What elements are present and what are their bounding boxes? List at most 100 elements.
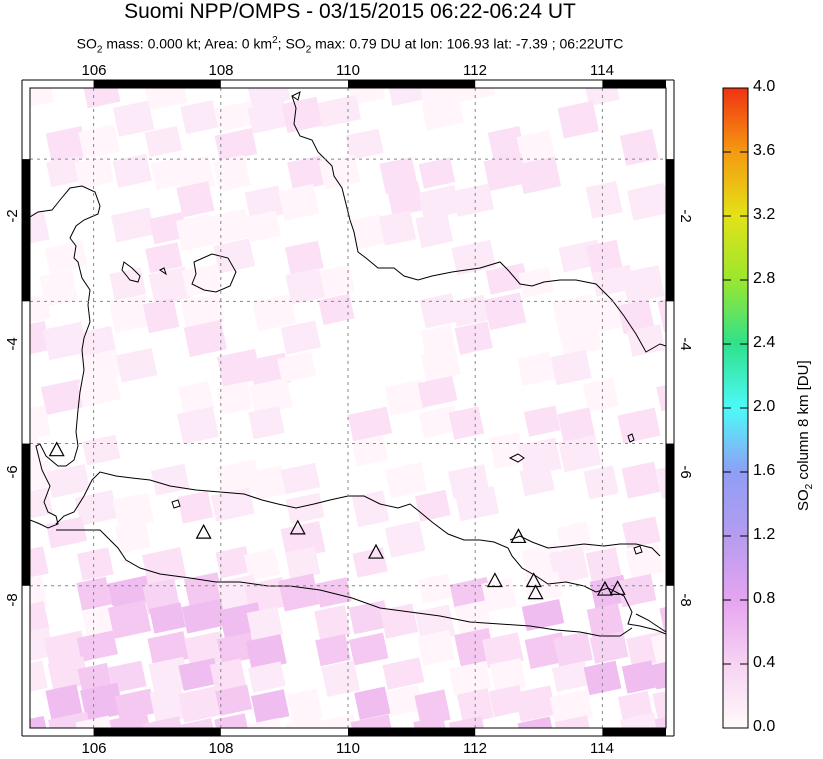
coastline-layer [30, 91, 666, 637]
so2-pixel [451, 294, 489, 328]
so2-pixel [248, 406, 285, 440]
so2-pixel [142, 298, 180, 334]
so2-pixel [180, 293, 225, 330]
so2-pixel [247, 717, 286, 728]
so2-pixel [454, 486, 500, 522]
so2-pixel [250, 689, 290, 724]
so2-pixel [321, 660, 360, 697]
colorbar-tick-label: 0.8 [753, 590, 776, 607]
so2-pixel [449, 577, 492, 609]
so2-pixel [277, 351, 317, 383]
so2-pixel [352, 547, 388, 578]
so2-pixel [176, 406, 219, 445]
colorbar-tick-label: 2.8 [753, 270, 776, 287]
colorbar-tick-label: 3.2 [753, 206, 776, 223]
so2-pixel [616, 573, 657, 608]
so2-pixel [554, 715, 593, 728]
so2-pixel [454, 600, 493, 638]
so2-pixel [214, 713, 251, 728]
colorbar-tick-label: 0.0 [753, 718, 776, 735]
so2-pixel [44, 240, 88, 274]
so2-pixel [386, 181, 424, 217]
so2-pixel [183, 572, 224, 607]
frame-bar-left [22, 443, 30, 586]
so2-pixel [46, 516, 88, 549]
so2-pixel [247, 661, 286, 693]
so2-pixel [210, 208, 252, 245]
so2-pixel [448, 660, 492, 696]
so2-pixel [553, 631, 593, 667]
so2-pixel [551, 661, 590, 692]
so2-pixel [75, 715, 115, 728]
so2-pixel [46, 464, 91, 499]
frame-bar-top [602, 80, 666, 88]
so2-pixel [147, 631, 190, 667]
small-island-5 [159, 267, 167, 276]
frame-bar-bottom [93, 728, 221, 736]
so2-pixel [46, 155, 84, 188]
so2-pixel [45, 684, 83, 720]
so2-pixel [451, 239, 497, 276]
so2-pixel [557, 319, 603, 357]
so2-pixel [109, 267, 147, 301]
volcano-marker [510, 528, 527, 544]
so2-pixel [621, 660, 657, 694]
so2-pixel [143, 88, 188, 111]
so2-pixel [318, 293, 355, 325]
map-frame-ticks [22, 80, 674, 736]
so2-pixel [30, 600, 50, 637]
frame-bar-right [666, 159, 674, 302]
so2-pixel [415, 211, 454, 249]
so2-pixel [281, 96, 323, 133]
lat-label-right-8: -8 [677, 593, 694, 606]
so2-pixel [77, 547, 114, 581]
so2-pixel [382, 657, 425, 690]
so2-pixel [549, 689, 594, 726]
small-island-4 [627, 433, 635, 443]
so2-pixel [418, 573, 453, 604]
so2-pixel [247, 100, 289, 134]
so2-pixel [351, 490, 390, 528]
so2-pixel [419, 293, 458, 329]
so2-pixel [413, 715, 449, 728]
colorbar-title: SO2 column 8 km [DU] [795, 360, 815, 511]
so2-pixel [384, 520, 426, 558]
borneo-coast [291, 95, 666, 353]
so2-pixel [115, 520, 151, 554]
so2-pixel [315, 577, 352, 608]
so2-pixel [386, 88, 427, 107]
colorbar-tick-label: 0.4 [753, 654, 776, 671]
so2-pixel [149, 602, 186, 634]
so2-pixel [421, 95, 465, 131]
so2-pixel [79, 349, 122, 383]
so2-pixel [622, 516, 661, 549]
borneo-inlet [291, 91, 301, 101]
so2-pixel [285, 492, 325, 525]
so2-pixel [149, 211, 188, 245]
so2-pixel [384, 379, 427, 416]
so2-pixel [81, 88, 121, 109]
small-island-3 [633, 545, 643, 555]
colorbar-tick-label: 2.0 [753, 398, 776, 415]
so2-pixel [142, 716, 185, 728]
so2-pixel [485, 263, 529, 295]
so2-pixel [210, 487, 255, 522]
so2-pixel [248, 377, 293, 416]
so2-pixel [145, 242, 183, 274]
lon-label-top-108: 108 [208, 62, 233, 79]
so2-pixel [347, 406, 393, 442]
frame-bar-left [22, 159, 30, 302]
so2-pixel [30, 546, 49, 581]
so2-pixel [523, 571, 564, 604]
lat-label-left-2: -2 [4, 209, 21, 222]
volcano-marker [367, 543, 384, 559]
so2-pixel [582, 378, 619, 413]
so2-pixel [216, 632, 256, 665]
so2-pixel [557, 407, 596, 443]
lon-label-bottom-112: 112 [463, 740, 487, 757]
so2-pixel [487, 126, 526, 160]
frame-bar-bottom [348, 728, 476, 736]
lon-label-bottom-110: 110 [336, 740, 360, 757]
lat-label-left-8: -8 [4, 593, 21, 606]
so2-pixel [454, 321, 493, 355]
